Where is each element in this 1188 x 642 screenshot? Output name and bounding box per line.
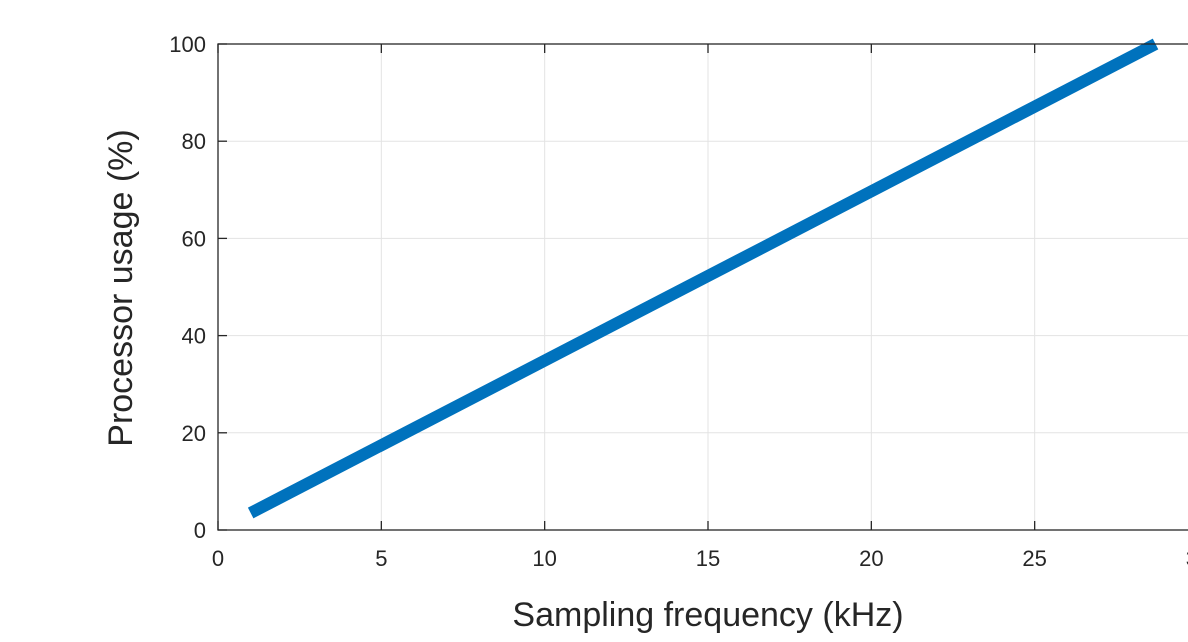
y-axis-title: Processor usage (%) [102,129,140,446]
y-tick-label: 0 [194,518,206,543]
x-axis-title: Sampling frequency (kHz) [512,596,903,634]
x-tick-label: 5 [375,546,387,571]
axes [217,43,1188,531]
x-tick-label: 25 [1022,546,1046,571]
y-tick-label: 60 [182,226,206,251]
x-tick-label: 0 [212,546,224,571]
grid [218,44,1188,530]
x-tick-label: 10 [532,546,556,571]
series-layer [247,38,1159,519]
y-tick-label: 100 [169,32,206,57]
x-tick-label: 20 [859,546,883,571]
y-tick-label: 40 [182,324,206,349]
y-tick-label: 20 [182,421,206,446]
series-line [247,38,1159,519]
y-tick-label: 80 [182,129,206,154]
tick-labels: 0 5 10 15 20 25 30 0 20 40 60 80 100 [169,32,1188,571]
x-tick-label: 30 [1186,546,1188,571]
x-tick-label: 15 [696,546,720,571]
